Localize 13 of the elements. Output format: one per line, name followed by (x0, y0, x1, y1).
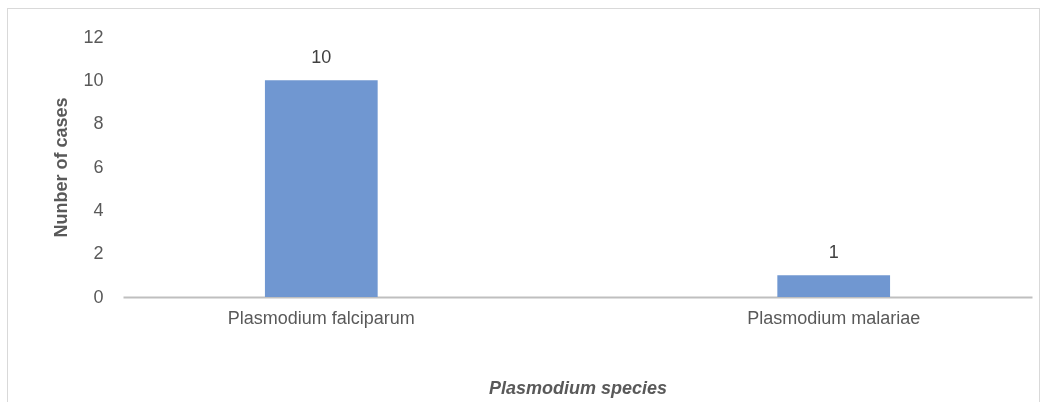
x-tick-label: Plasmodium falciparum (227, 307, 415, 328)
y-tick-label: 10 (83, 69, 104, 90)
y-tick-label: 2 (93, 243, 104, 264)
data-label: 10 (311, 47, 332, 68)
y-tick-label: 8 (93, 113, 104, 134)
data-label: 1 (828, 242, 839, 263)
y-tick-label: 6 (93, 156, 104, 177)
y-axis-title: Nunber of cases (51, 97, 72, 238)
x-axis-title: Plasmodium species (488, 377, 668, 398)
x-tick-label: Plasmodium malariae (747, 307, 921, 328)
y-tick-label: 4 (93, 199, 104, 220)
y-tick-label: 0 (93, 286, 104, 307)
y-tick-label: 12 (83, 26, 104, 47)
